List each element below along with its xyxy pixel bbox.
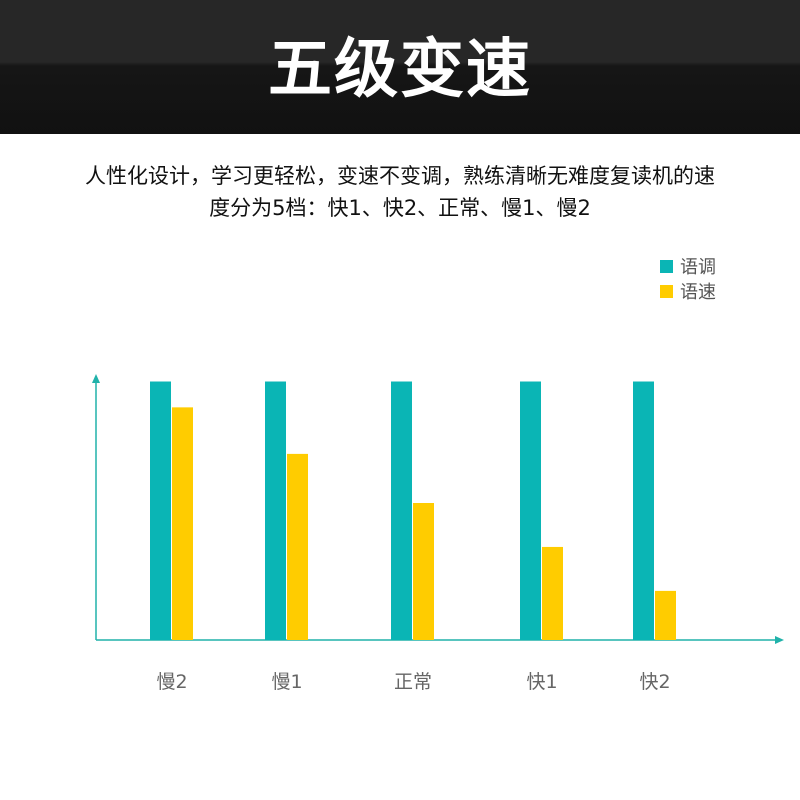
bar-pitch-3: [391, 381, 412, 640]
page-title: 五级变速: [268, 33, 532, 107]
legend-swatch: [660, 285, 673, 298]
bar-pitch-1: [150, 381, 171, 640]
x-tick-label: 快2: [639, 671, 670, 693]
bar-pitch-4: [520, 381, 541, 640]
legend-label: 语速: [680, 282, 716, 303]
bar-speed-5: [655, 590, 676, 640]
description-line-2: 度分为5档：快1、快2、正常、慢1、慢2: [209, 196, 591, 220]
x-tick-label: 快1: [526, 671, 557, 693]
bar-pitch-2: [265, 381, 286, 640]
bar-speed-3: [413, 503, 434, 640]
bar-speed-1: [172, 407, 193, 640]
description: 人性化设计，学习更轻松，变速不变调，熟练清晰无难度复读机的速 度分为5档：快1、…: [30, 160, 770, 224]
y-axis-arrow: [92, 374, 100, 383]
header-banner: 五级变速: [0, 0, 800, 134]
legend-label: 语调: [680, 257, 716, 278]
x-tick-label: 正常: [394, 671, 432, 693]
x-tick-label: 慢2: [156, 671, 187, 693]
bar-pitch-5: [633, 381, 654, 640]
x-axis-arrow: [775, 636, 784, 644]
description-line-1: 人性化设计，学习更轻松，变速不变调，熟练清晰无难度复读机的速: [85, 164, 715, 188]
bar-speed-2: [287, 453, 308, 640]
legend-swatch: [660, 260, 673, 273]
bar-speed-4: [542, 546, 563, 640]
x-tick-label: 慢1: [271, 671, 302, 693]
